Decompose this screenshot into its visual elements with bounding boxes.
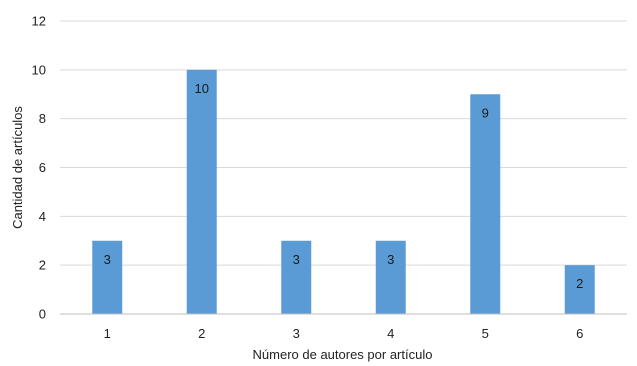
data-label-4: 3 <box>387 252 394 267</box>
x-tick-label: 1 <box>104 326 111 341</box>
bars <box>92 69 595 314</box>
y-tick-label: 2 <box>39 258 46 273</box>
bar-6 <box>564 265 595 314</box>
x-tick-label: 6 <box>576 326 583 341</box>
x-tick-label: 2 <box>198 326 205 341</box>
x-axis-title: Número de autores por artículo <box>253 347 433 362</box>
bar-3 <box>281 240 312 314</box>
x-tick-label: 5 <box>482 326 489 341</box>
bar-5 <box>470 94 501 314</box>
data-label-6: 2 <box>576 276 583 291</box>
data-labels: 3 10 3 3 9 2 <box>104 81 584 291</box>
data-label-5: 9 <box>482 105 489 120</box>
y-axis-ticks: 0 2 4 6 8 10 12 <box>32 14 46 322</box>
data-label-3: 3 <box>293 252 300 267</box>
bar-2 <box>186 69 217 314</box>
y-tick-label: 4 <box>39 209 46 224</box>
y-axis-title: Cantidad de artículos <box>10 106 25 229</box>
y-tick-label: 0 <box>39 307 46 322</box>
x-tick-label: 4 <box>387 326 394 341</box>
data-label-2: 10 <box>195 81 209 96</box>
bar-4 <box>375 240 406 314</box>
data-label-1: 3 <box>104 252 111 267</box>
y-tick-label: 12 <box>32 14 46 29</box>
x-axis-ticks: 1 2 3 4 5 6 <box>104 326 584 341</box>
gridlines <box>60 20 627 266</box>
x-tick-label: 3 <box>293 326 300 341</box>
y-tick-label: 6 <box>39 160 46 175</box>
y-tick-label: 8 <box>39 111 46 126</box>
bar-1 <box>92 240 123 314</box>
y-tick-label: 10 <box>32 62 46 77</box>
